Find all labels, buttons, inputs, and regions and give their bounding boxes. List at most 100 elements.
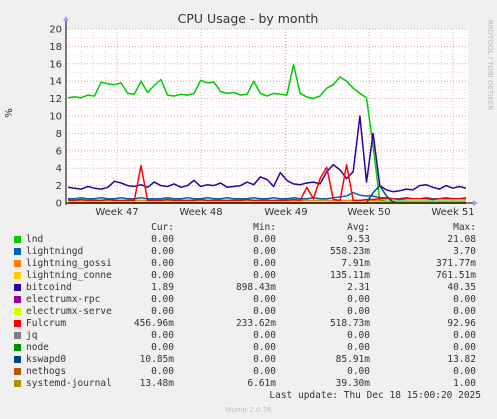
legend-row: nethogs 0.00 0.00 0.00 0.00: [12, 366, 482, 378]
legend-series-name: lightning_gossi: [26, 258, 112, 269]
legend-value-min: 0.00: [253, 234, 276, 245]
legend-swatch: [14, 260, 21, 267]
y-tick-label: 10: [49, 112, 62, 123]
legend-header-min: Min:: [253, 222, 276, 233]
legend-value-max: 0.00: [453, 342, 476, 353]
legend-value-cur: 13.48m: [139, 378, 174, 389]
legend-value-cur: 0.00: [151, 294, 174, 305]
series-line-lnd: [67, 63, 466, 203]
legend-value-max: 40.35: [447, 282, 476, 293]
x-tick-label: Week 48: [179, 207, 222, 218]
y-tick-label: 6: [56, 146, 62, 157]
legend-swatch: [14, 284, 21, 291]
legend-value-max: 21.08: [447, 234, 476, 245]
legend-series-name: Fulcrum: [26, 318, 67, 329]
y-axis-arrow-icon: [63, 16, 69, 21]
legend-swatch: [14, 356, 21, 363]
legend-value-avg: 558.23m: [329, 246, 370, 257]
legend-value-max: 371.77m: [435, 258, 476, 269]
legend-series-name: bitcoind: [26, 282, 72, 293]
legend-swatch: [14, 308, 21, 315]
legend-row: lnd 0.00 0.00 9.53 21.08: [12, 234, 482, 246]
legend-value-max: 1.00: [453, 378, 476, 389]
y-tick-label: 2: [56, 181, 62, 192]
x-tick-label: Week 49: [264, 207, 307, 218]
legend-series-name: lnd: [26, 234, 44, 245]
legend-row: jq 0.00 0.00 0.00 0.00: [12, 330, 482, 342]
legend-value-cur: 10.85m: [139, 354, 174, 365]
legend-value-avg: 7.91m: [341, 258, 370, 269]
legend-value-avg: 0.00: [347, 342, 370, 353]
legend-row: lightning_gossi 0.00 0.00 7.91m 371.77m: [12, 258, 482, 270]
legend-value-max: 0.00: [453, 294, 476, 305]
legend-swatch: [14, 236, 21, 243]
legend-swatch: [14, 320, 21, 327]
legend-value-max: 0.00: [453, 330, 476, 341]
legend-value-min: 0.00: [253, 366, 276, 377]
legend-series-name: electrumx-rpc: [26, 294, 101, 305]
y-tick-label: 20: [49, 25, 62, 36]
legend-value-avg: 85.91m: [335, 354, 370, 365]
legend-series-name: kswapd0: [26, 354, 67, 365]
legend-swatch: [14, 248, 21, 255]
legend-value-cur: 0.00: [151, 234, 174, 245]
legend-value-avg: 2.31: [347, 282, 370, 293]
legend-value-cur: 0.00: [151, 270, 174, 281]
legend-swatch: [14, 272, 21, 279]
legend-header-cur: Cur:: [151, 222, 174, 233]
rrdtool-credit: RRDTOOL / TOBI OETIKER: [486, 20, 494, 110]
legend-series-name: jq: [26, 330, 38, 341]
legend-value-max: 761.51m: [435, 270, 476, 281]
legend-swatch: [14, 332, 21, 339]
x-tick-label: Week 50: [347, 207, 390, 218]
y-tick-label: 12: [49, 94, 62, 105]
x-tick-label: Week 47: [95, 207, 138, 218]
legend-header-max: Max:: [453, 222, 476, 233]
y-tick-label: 8: [56, 129, 62, 140]
legend-swatch: [14, 368, 21, 375]
legend-value-min: 0.00: [253, 270, 276, 281]
legend-value-min: 0.00: [253, 306, 276, 317]
legend-value-avg: 135.11m: [329, 270, 370, 281]
series-line-fulcrum: [68, 163, 466, 202]
legend-series-name: lightning_conne: [26, 270, 112, 281]
legend-value-min: 0.00: [253, 258, 276, 269]
legend-series-name: lightningd: [26, 246, 84, 257]
legend-value-max: 92.96: [447, 318, 476, 329]
legend-series-name: node: [26, 342, 49, 353]
legend-value-cur: 0.00: [151, 246, 174, 257]
legend-row: bitcoind 1.89 898.43m 2.31 40.35: [12, 282, 482, 294]
legend-value-avg: 518.73m: [329, 318, 370, 329]
legend-value-min: 6.61m: [247, 378, 276, 389]
legend-swatch: [14, 296, 21, 303]
x-axis-arrow-icon: [473, 200, 478, 206]
y-tick-label: 4: [56, 164, 62, 175]
series-line-bitcoind: [67, 115, 467, 193]
legend-row: Fulcrum 456.96m 233.62m 518.73m 92.96: [12, 318, 482, 330]
legend-value-max: 3.70: [453, 246, 476, 257]
y-tick-label: 18: [49, 42, 62, 53]
legend-row: lightningd 0.00 0.00 558.23m 3.70: [12, 246, 482, 258]
last-update-text: Last update: Thu Dec 18 15:00:20 2025: [269, 390, 481, 401]
legend-table: Cur: Min: Avg: Max: lnd 0.00 0.00 9.53 21.08…: [12, 222, 482, 390]
legend-value-avg: 9.53: [347, 234, 370, 245]
legend-series-name: systemd-journal: [26, 378, 112, 389]
legend-value-max: 13.82: [447, 354, 476, 365]
legend-value-cur: 0.00: [151, 330, 174, 341]
legend-row: electrumx-rpc 0.00 0.00 0.00 0.00: [12, 294, 482, 306]
legend-value-max: 0.00: [453, 366, 476, 377]
legend-value-avg: 39.30m: [335, 378, 370, 389]
legend-value-cur: 1.89: [151, 282, 174, 293]
legend-value-cur: 0.00: [151, 342, 174, 353]
legend-value-min: 0.00: [253, 294, 276, 305]
legend-header: Cur: Min: Avg: Max:: [12, 222, 482, 234]
legend-row: node 0.00 0.00 0.00 0.00: [12, 342, 482, 354]
x-tick-label: Week 51: [431, 207, 474, 218]
legend-value-avg: 0.00: [347, 366, 370, 377]
legend-value-avg: 0.00: [347, 330, 370, 341]
legend-row: kswapd0 10.85m 0.00 85.91m 13.82: [12, 354, 482, 366]
legend-header-avg: Avg:: [347, 222, 370, 233]
legend-value-cur: 456.96m: [133, 318, 174, 329]
legend-swatch: [14, 344, 21, 351]
